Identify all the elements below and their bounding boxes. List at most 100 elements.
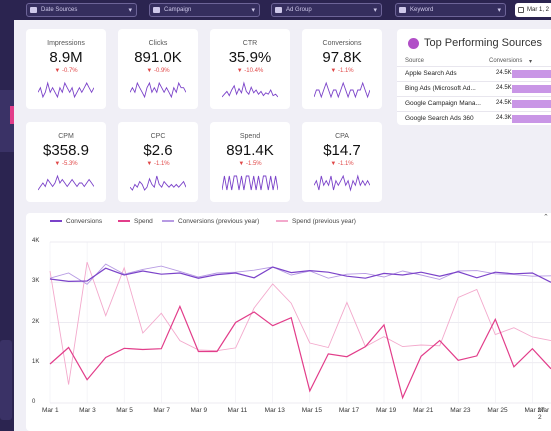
main-chart-card [26, 213, 551, 431]
calendar-icon [518, 7, 524, 13]
source-name: Apple Search Ads [405, 70, 457, 77]
filter-data-sources[interactable]: Date Sources ▾ [26, 3, 137, 17]
x-tick-label: Mar 2 [538, 407, 550, 421]
kpi-value: $14.7 [323, 142, 361, 159]
search-icon [399, 7, 406, 13]
x-tick-label: Mar 7 [153, 407, 170, 414]
sidebar-active-indicator [10, 106, 14, 124]
filter-label: Ad Group [286, 7, 312, 13]
folder-icon [153, 7, 160, 13]
sparkline-path [222, 175, 278, 191]
x-tick-label: Mar 3 [79, 407, 96, 414]
sparkline-path [38, 174, 94, 191]
chart-bar-icon [408, 38, 419, 49]
x-tick-label: Mar 17 [338, 407, 360, 414]
x-tick-label: Mar 11 [227, 407, 248, 414]
sort-down-icon[interactable]: ▾ [529, 59, 533, 65]
date-range-picker[interactable]: Mar 1, 2 [515, 3, 551, 17]
sidebar-section[interactable] [0, 90, 14, 152]
sparkline [222, 175, 278, 191]
source-bar [512, 115, 551, 123]
table-row[interactable]: Google Campaign Mana... 24.5K [397, 96, 551, 110]
filter-ad-group[interactable]: Ad Group ▾ [271, 3, 382, 17]
source-value: 24.5K [496, 100, 512, 106]
source-name: Bing Ads (Microsoft Ad... [405, 85, 476, 92]
kpi-value: 8.9M [49, 49, 83, 66]
top-sources-card: Top Performing Sources Source Conversion… [397, 29, 551, 125]
kpi-label: Impressions [47, 40, 85, 47]
column-header-source[interactable]: Source [405, 58, 425, 64]
legend-swatch [118, 220, 130, 222]
sparkline-path [222, 81, 278, 98]
kpi-value: 35.9% [228, 49, 272, 66]
x-tick-label: Mar 15 [301, 407, 322, 414]
legend-item-conversions-prev[interactable]: Conversions (previous year) [162, 216, 259, 226]
chevron-down-icon: ▾ [128, 7, 132, 14]
filter-campaign[interactable]: Campaign ▾ [149, 3, 260, 17]
y-tick-label: 0 [32, 399, 36, 405]
sparkline-path [130, 175, 186, 191]
kpi-label: Conversions [322, 40, 362, 47]
kpi-value: $2.6 [143, 142, 173, 159]
legend-label: Conversions (previous year) [178, 217, 260, 225]
chevron-down-icon: ▾ [497, 7, 501, 14]
sparkline-path [314, 81, 370, 99]
x-tick-label: Mar 5 [116, 407, 133, 414]
table-row[interactable]: Google Search Ads 360 24.3K [397, 111, 551, 125]
filter-keyword[interactable]: Keyword ▾ [395, 3, 506, 17]
sparkline [222, 81, 278, 98]
top-sources-title: Top Performing Sources [424, 37, 542, 49]
x-tick-label: Mar 19 [376, 407, 397, 414]
legend-item-spend-prev[interactable]: Spend (previous year) [276, 216, 356, 226]
kpi-delta: ▼ -1.1% [330, 68, 354, 74]
source-value: 24.5K [496, 85, 512, 91]
legend-swatch [162, 220, 174, 222]
kpi-delta: ▼ -10.4% [236, 68, 264, 74]
legend-swatch [50, 220, 62, 222]
source-name: Google Campaign Mana... [405, 100, 481, 107]
sparkline [38, 81, 94, 99]
kpi-card-cpm: CPM $358.9 ▼ -5.3% [26, 122, 106, 202]
legend-item-conversions[interactable]: Conversions [50, 216, 102, 226]
column-header-conversions[interactable]: Conversions [489, 58, 523, 64]
database-icon [30, 7, 37, 13]
table-row[interactable]: Apple Search Ads 24.5K [397, 66, 551, 80]
group-icon [275, 7, 282, 13]
kpi-card-spend: Spend 891.4K ▼ -1.5% [210, 122, 290, 202]
kpi-label: CTR [242, 40, 258, 47]
kpi-delta: ▼ -5.3% [54, 161, 78, 167]
kpi-delta: ▼ -1.5% [238, 161, 262, 167]
kpi-label: Clicks [148, 40, 168, 47]
sparkline-path [314, 174, 370, 192]
y-tick-label: 2K [32, 318, 40, 325]
source-name: Google Search Ads 360 [405, 115, 474, 122]
sparkline [314, 81, 370, 99]
x-tick-label: Mar 27 [524, 407, 545, 414]
kpi-delta: ▼ -0.9% [146, 68, 170, 74]
kpi-value: 891.0K [134, 49, 182, 66]
kpi-delta: ▼ -1.1% [330, 161, 354, 167]
kpi-label: CPA [335, 133, 349, 140]
y-tick-label: 4K [32, 238, 40, 244]
legend-label: Spend (previous year) [292, 217, 356, 225]
kpi-delta: ▼ -0.7% [54, 68, 78, 74]
kpi-value: 97.8K [322, 49, 362, 66]
x-tick-label: Mar 1 [42, 407, 59, 414]
kpi-label: CPM [58, 133, 74, 140]
sidebar-panel[interactable] [0, 340, 12, 420]
sparkline [130, 81, 186, 99]
legend-label: Conversions [66, 217, 103, 225]
sparkline-path [130, 81, 186, 99]
sidebar [0, 20, 14, 431]
x-tick-label: Mar 9 [190, 407, 208, 414]
kpi-label: CPC [150, 133, 166, 140]
date-range-label: Mar 1, 2 [527, 7, 550, 13]
table-row[interactable]: Bing Ads (Microsoft Ad... 24.5K [397, 81, 551, 95]
kpi-card-clicks: Clicks 891.0K ▼ -0.9% [118, 29, 198, 109]
chevron-down-icon: ▾ [251, 7, 255, 14]
legend-swatch [276, 220, 288, 222]
legend-item-spend[interactable]: Spend [118, 216, 153, 226]
kpi-value: 891.4K [226, 142, 274, 159]
chevron-up-icon[interactable]: ⌃ [543, 214, 549, 221]
chevron-down-icon: ▾ [373, 7, 377, 14]
